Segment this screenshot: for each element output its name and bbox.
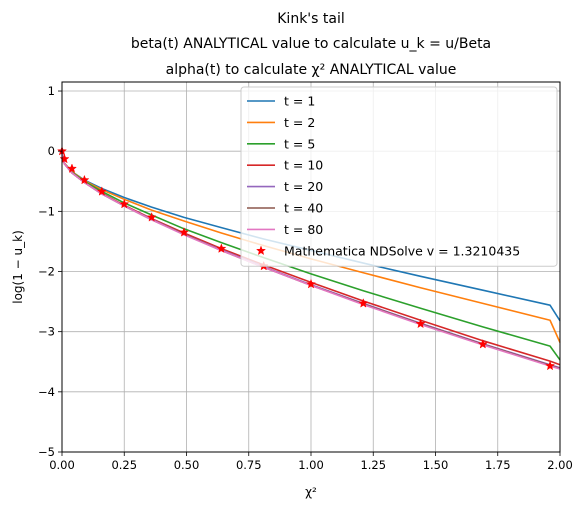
y-tick-label: −2 [38, 265, 55, 279]
x-tick-label: 0.25 [111, 458, 137, 472]
legend-label: t = 40 [284, 201, 323, 216]
series-line [61, 151, 561, 370]
y-axis-ticks: 1 0 −1 −2 −3 −4 −5 [38, 84, 62, 459]
marker-point [415, 318, 426, 329]
marker-point [178, 227, 190, 237]
marker-point [358, 298, 369, 308]
marker-point [119, 198, 130, 209]
marker-point [79, 174, 90, 185]
legend-label: t = 2 [284, 115, 315, 130]
x-tick-label: 0.50 [174, 458, 200, 472]
x-tick-label: 2.00 [547, 458, 573, 472]
x-axis-ticks: 0.00 0.25 0.50 0.75 1.00 1.25 1.50 1.75 2.00 [49, 452, 573, 472]
legend-label: t = 5 [284, 136, 315, 151]
x-tick-label: 1.75 [485, 458, 511, 472]
legend-label: t = 20 [284, 179, 323, 194]
x-tick-label: 1.00 [298, 458, 324, 472]
marker-point [477, 338, 488, 349]
legend-label: t = 10 [284, 158, 323, 173]
x-tick-label: 0.00 [49, 458, 75, 472]
marker-point [59, 153, 70, 164]
y-tick-label: −3 [38, 325, 55, 339]
x-axis-label: χ² [305, 485, 317, 499]
legend: t = 1 t = 2 t = 5 t = 10 t = 20 t = 40 t = 80 M… [240, 86, 558, 267]
legend-label: t = 80 [284, 222, 323, 237]
legend-label: Mathematica NDSolve v = 1.3210435 [284, 243, 520, 258]
y-axis-label: log(1 − u_k) [11, 230, 25, 304]
x-tick-label: 1.50 [423, 458, 449, 472]
marker-point [544, 360, 556, 371]
legend-label: t = 1 [284, 94, 315, 109]
marker-point [66, 163, 78, 173]
chart-title-line-1: Kink's tail [277, 11, 345, 27]
y-tick-label: −1 [38, 204, 55, 218]
chart-title: Kink's tail beta(t) ANALYTICAL value to … [131, 11, 491, 78]
chart-title-line-2: beta(t) ANALYTICAL value to calculate u_… [131, 36, 491, 52]
marker-point [146, 212, 157, 222]
x-tick-label: 0.75 [236, 458, 262, 472]
y-tick-label: 0 [48, 144, 55, 158]
chart-title-line-3: alpha(t) to calculate χ² ANALYTICAL valu… [166, 62, 457, 78]
marker-point [305, 278, 317, 289]
y-tick-label: −5 [38, 445, 55, 459]
y-tick-label: −4 [38, 385, 55, 399]
marker-point [96, 186, 107, 196]
y-tick-label: 1 [48, 84, 55, 98]
x-tick-label: 1.25 [360, 458, 386, 472]
legend-box [240, 86, 558, 267]
marker-point [216, 243, 227, 253]
legend-swatch [255, 245, 267, 256]
